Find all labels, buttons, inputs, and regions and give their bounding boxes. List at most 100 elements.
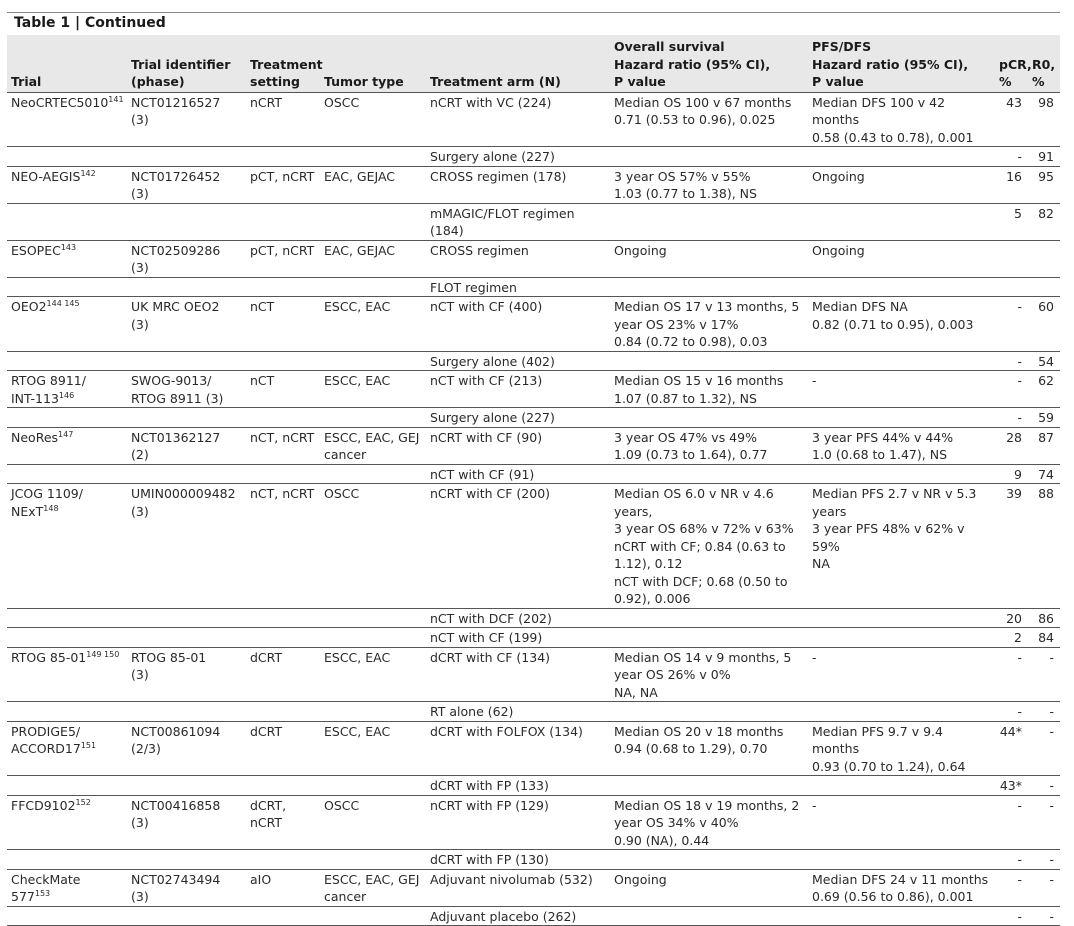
cell-trial: NeoRes147	[7, 427, 127, 464]
cell-pcr: 5	[995, 203, 1028, 240]
cell-arm: CROSS regimen (178)	[426, 166, 610, 203]
table-row: CheckMate 577153 NCT02743494 (3) aIO ESCC, …	[7, 869, 1060, 906]
cell-trial: RTOG 8911/ INT-113146	[7, 371, 127, 408]
cell-r0: 62	[1028, 371, 1060, 408]
cell-r0: 59	[1028, 408, 1060, 428]
cell-trial: PRODIGE5/ ACCORD17151	[7, 721, 127, 776]
cell-tumor	[320, 351, 426, 371]
cell-tumor: EAC, GEJAC	[320, 166, 426, 203]
table-row: OEO2144 145 UK MRC OEO2 (3) nCT ESCC, EAC nC…	[7, 296, 1060, 352]
cell-trial	[7, 147, 127, 167]
cell-r0: -	[1028, 776, 1060, 796]
setting-text: nCT, nCRT	[250, 429, 315, 445]
cell-pfs: Ongoing	[808, 240, 995, 277]
cell-setting: nCT	[246, 297, 320, 352]
os-text: Ongoing	[614, 871, 667, 887]
r0-text: 88	[1038, 486, 1054, 501]
cell-pcr: 43*	[995, 776, 1028, 796]
arm-text: nCT with DCF (202)	[430, 610, 552, 626]
tumor-text: OSCC	[324, 94, 360, 110]
cell-os	[610, 277, 808, 297]
arm-text: RT alone (62)	[430, 704, 514, 719]
cell-tumor: OSCC	[320, 484, 426, 609]
arm-text: nCT with CF (213)	[430, 373, 543, 388]
pfs-text: -	[812, 797, 817, 813]
cell-tumor: ESCC, EAC, GEJ cancer	[320, 869, 426, 906]
header-pfs: PFS/DFS Hazard ratio (95% CI), P value	[812, 39, 969, 89]
pcr-text: -	[1017, 353, 1022, 369]
table-row: Surgery alone (227) - 59	[7, 407, 1060, 428]
setting-text: aIO	[250, 871, 272, 887]
cell-trial: CheckMate 577153	[7, 869, 127, 906]
table-row: RTOG 85-01149 150 RTOG 85-01 (3) dCRT ESCC,…	[7, 647, 1060, 702]
cell-setting: pCT, nCRT	[246, 166, 320, 203]
cell-os	[610, 628, 808, 648]
trial-text: RTOG 85-01149 150	[11, 649, 120, 665]
r0-text: 60	[1038, 299, 1054, 314]
pfs-text: Median DFS NA 0.82 (0.71 to 0.95), 0.003	[812, 299, 974, 332]
pfs-text: Ongoing	[812, 242, 865, 258]
cell-tumor	[320, 608, 426, 628]
cell-pcr: -	[995, 795, 1028, 850]
cell-arm: dCRT with FOLFOX (134)	[426, 721, 610, 776]
cell-tumor	[320, 203, 426, 240]
cell-pcr: -	[995, 869, 1028, 906]
pcr-text: 43*	[999, 778, 1022, 793]
cell-pfs: Median PFS 2.7 v NR v 5.3 years 3 year P…	[808, 484, 995, 609]
tumor-text: OSCC	[324, 486, 360, 501]
cell-setting: dCRT	[246, 647, 320, 702]
cell-os: Median OS 6.0 v NR v 4.6 years, 3 year O…	[610, 484, 808, 609]
trial-text: ESOPEC143	[11, 242, 77, 258]
arm-text: Surgery alone (402)	[430, 353, 555, 369]
arm-text: mMAGIC/FLOT regimen (184)	[430, 205, 579, 239]
identifier-text: SWOG-9013/ RTOG 8911 (3)	[131, 373, 224, 406]
cell-pcr	[995, 240, 1028, 277]
cell-setting	[246, 702, 320, 722]
cell-setting	[246, 608, 320, 628]
cell-pfs	[808, 906, 995, 926]
reference-superscript: 149 150	[86, 649, 120, 659]
cell-pcr: 2	[995, 628, 1028, 648]
cell-setting: pCT, nCRT	[246, 240, 320, 277]
pcr-text: -	[1017, 908, 1022, 924]
cell-os: Median OS 18 v 19 months, 2 year OS 34% …	[610, 795, 808, 850]
pcr-text: 44*	[999, 723, 1022, 739]
cell-pfs: -	[808, 371, 995, 408]
cell-setting: nCT, nCRT	[246, 427, 320, 464]
reference-superscript: 143	[60, 242, 77, 252]
table-row: dCRT with FP (133) 43* -	[7, 775, 1060, 796]
pfs-text: -	[812, 373, 817, 388]
cell-pcr: -	[995, 371, 1028, 408]
identifier-text: RTOG 85-01 (3)	[131, 649, 207, 683]
table-row: dCRT with FP (130) - -	[7, 849, 1060, 870]
cell-r0: 98	[1028, 92, 1060, 147]
cell-pcr	[995, 277, 1028, 297]
setting-text: nCT, nCRT	[250, 486, 315, 501]
arm-text: FLOT regimen	[430, 279, 517, 295]
cell-trial	[7, 702, 127, 722]
cell-identifier: NCT00861094 (2/3)	[127, 721, 246, 776]
identifier-text: NCT00861094 (2/3)	[131, 723, 221, 757]
cell-trial: NeoCRTEC5010141	[7, 92, 127, 147]
setting-text: pCT, nCRT	[250, 242, 315, 258]
cell-os	[610, 203, 808, 240]
table-row: nCT with CF (91) 9 74	[7, 464, 1060, 484]
cell-pfs: Ongoing	[808, 166, 995, 203]
r0-text: -	[1049, 649, 1054, 665]
reference-superscript: 151	[80, 740, 97, 750]
tumor-text: EAC, GEJAC	[324, 242, 396, 258]
cell-pfs	[808, 850, 995, 870]
cell-setting	[246, 906, 320, 926]
cell-pfs	[808, 408, 995, 428]
cell-r0: -	[1028, 721, 1060, 776]
cell-identifier: NCT00416858 (3)	[127, 795, 246, 850]
reference-superscript: 148	[43, 503, 59, 513]
cell-setting: nCT	[246, 371, 320, 408]
tumor-text: ESCC, EAC, GEJ cancer	[324, 429, 420, 463]
table-row: nCT with CF (199) 2 84	[7, 627, 1060, 648]
os-text: 3 year OS 47% vs 49% 1.09 (0.73 to 1.64)…	[614, 429, 768, 463]
r0-text: -	[1049, 852, 1054, 867]
setting-text: dCRT	[250, 723, 283, 739]
arm-text: dCRT with FP (133)	[430, 778, 549, 793]
tumor-text: ESCC, EAC	[324, 373, 391, 388]
